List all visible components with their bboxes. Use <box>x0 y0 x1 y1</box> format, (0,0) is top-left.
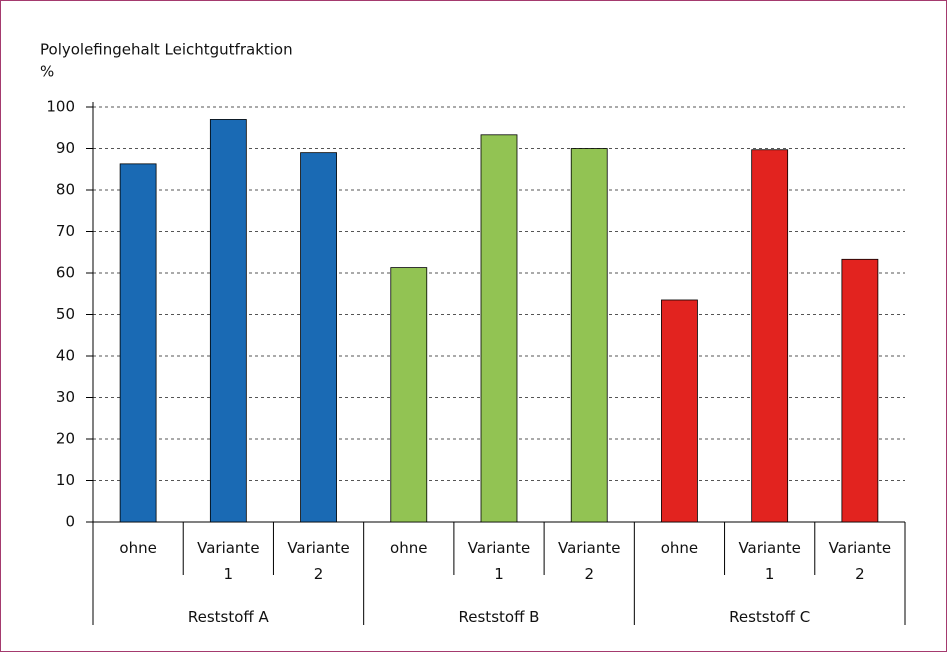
y-tick-label: 40 <box>56 347 75 365</box>
y-tick-label: 80 <box>56 181 75 199</box>
y-tick-label: 30 <box>56 388 75 406</box>
x-tick-label: ohne <box>660 539 699 557</box>
y-tick-label: 100 <box>46 98 75 116</box>
bar <box>300 152 337 523</box>
bar <box>390 267 428 523</box>
y-tick-label: 60 <box>56 264 75 282</box>
bar <box>480 134 518 523</box>
y-tick-label: 0 <box>65 513 75 531</box>
y-tick-label: 70 <box>56 222 75 240</box>
x-tick-label: Variante 1 <box>738 539 801 583</box>
bar <box>209 119 247 523</box>
y-axis-label: % <box>40 63 54 81</box>
x-tick-label: ohne <box>390 539 428 557</box>
x-tick-label: Variante 2 <box>828 539 892 583</box>
bar <box>841 258 879 523</box>
x-tick-label: Variante 2 <box>287 539 350 583</box>
x-tick-label: Variante 2 <box>558 539 621 583</box>
y-tick-label: 50 <box>56 305 75 323</box>
bar <box>751 149 789 523</box>
bar <box>570 148 608 523</box>
bar <box>661 299 698 523</box>
group-label: Reststoff B <box>458 608 540 626</box>
y-tick-label: 10 <box>56 471 75 489</box>
x-tick-label: Variante 1 <box>197 539 260 583</box>
y-tick-label: 20 <box>56 430 75 448</box>
x-tick-label: ohne <box>119 539 157 557</box>
group-label: Reststoff A <box>187 608 269 626</box>
bar <box>119 163 157 523</box>
chart-title: Polyolefingehalt Leichtgutfraktion <box>40 41 293 59</box>
x-tick-label: Variante 1 <box>467 539 531 583</box>
y-tick-label: 90 <box>56 139 75 157</box>
group-label: Reststoff C <box>729 608 811 626</box>
